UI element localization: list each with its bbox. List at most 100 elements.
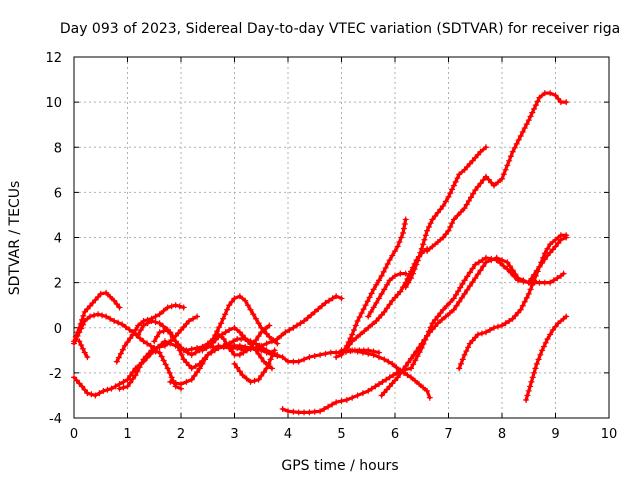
- data-point: [400, 225, 407, 232]
- data-point: [147, 342, 154, 349]
- data-point: [216, 324, 223, 331]
- data-point: [79, 321, 86, 328]
- data-point: [73, 377, 80, 384]
- data-point: [480, 263, 487, 270]
- data-point: [304, 314, 311, 321]
- data-point: [258, 354, 265, 361]
- data-point: [176, 303, 183, 310]
- data-point: [469, 337, 476, 344]
- data-point: [409, 270, 416, 277]
- data-point: [540, 343, 547, 350]
- data-point: [327, 349, 334, 356]
- data-point: [408, 355, 415, 362]
- data-point: [247, 306, 254, 313]
- x-tick-label: 9: [551, 427, 559, 442]
- data-point: [293, 322, 300, 329]
- data-point: [408, 275, 415, 282]
- data-point: [422, 232, 429, 239]
- data-point: [519, 129, 526, 136]
- data-point: [354, 392, 361, 399]
- data-point: [290, 358, 297, 365]
- data-point: [429, 320, 436, 327]
- data-point: [81, 349, 88, 356]
- data-point: [458, 294, 465, 301]
- data-point: [392, 294, 398, 301]
- data-point: [563, 313, 570, 320]
- data-point: [116, 385, 123, 392]
- data-point: [311, 308, 318, 315]
- data-point: [231, 360, 238, 367]
- data-point: [459, 356, 466, 363]
- data-point: [469, 265, 476, 272]
- data-point: [96, 390, 103, 397]
- data-point: [127, 372, 134, 379]
- data-point: [465, 344, 472, 351]
- data-point: [329, 295, 336, 302]
- data-point: [412, 357, 419, 364]
- data-point: [550, 277, 557, 284]
- data-point: [349, 394, 356, 401]
- data-point: [378, 392, 385, 399]
- data-point: [375, 295, 382, 302]
- data-point: [343, 396, 350, 403]
- data-point: [464, 163, 471, 170]
- data-point: [447, 223, 454, 230]
- data-point: [466, 283, 473, 290]
- data-point: [373, 317, 380, 324]
- data-point: [252, 337, 259, 344]
- data-point: [525, 387, 532, 394]
- data-point: [263, 349, 270, 356]
- data-point: [512, 271, 519, 278]
- data-point: [381, 286, 388, 293]
- data-point: [443, 302, 450, 309]
- data-point: [285, 358, 291, 365]
- data-point: [154, 344, 161, 351]
- data-point: [132, 372, 139, 379]
- data-point: [115, 354, 122, 361]
- data-point: [162, 361, 169, 368]
- data-point: [456, 171, 463, 178]
- data-point: [188, 376, 195, 383]
- data-point: [168, 374, 175, 381]
- data-point: [449, 220, 456, 227]
- data-point: [120, 378, 127, 385]
- data-point: [365, 387, 372, 394]
- data-point: [397, 370, 404, 377]
- data-point: [178, 381, 184, 388]
- data-point: [466, 160, 473, 167]
- data-point: [416, 253, 423, 260]
- data-point: [424, 333, 431, 340]
- data-point: [308, 311, 315, 318]
- data-point: [390, 372, 397, 379]
- data-point: [397, 288, 404, 295]
- y-tick-label: 0: [54, 322, 62, 337]
- data-point: [521, 298, 528, 305]
- data-point: [152, 313, 159, 320]
- data-point: [521, 125, 528, 132]
- data-point: [183, 378, 190, 385]
- data-point: [199, 360, 206, 367]
- data-point: [389, 252, 396, 259]
- data-point: [88, 391, 95, 398]
- data-point: [523, 121, 530, 128]
- data-point: [534, 98, 541, 105]
- data-point: [425, 223, 432, 230]
- data-point: [180, 323, 187, 330]
- data-point: [219, 331, 226, 338]
- data-point: [509, 148, 516, 155]
- data-point: [196, 365, 203, 372]
- data-point: [119, 321, 126, 328]
- data-point: [306, 409, 313, 416]
- data-point: [378, 272, 385, 279]
- y-tick-label: 4: [54, 232, 62, 247]
- data-point: [164, 304, 171, 311]
- data-point: [100, 387, 107, 394]
- data-point: [450, 306, 457, 313]
- data-point: [432, 213, 439, 220]
- data-point: [504, 162, 511, 169]
- data-point: [450, 295, 457, 302]
- data-point: [372, 383, 379, 390]
- data-point: [392, 248, 398, 255]
- data-point: [504, 259, 511, 266]
- data-point: [239, 372, 246, 379]
